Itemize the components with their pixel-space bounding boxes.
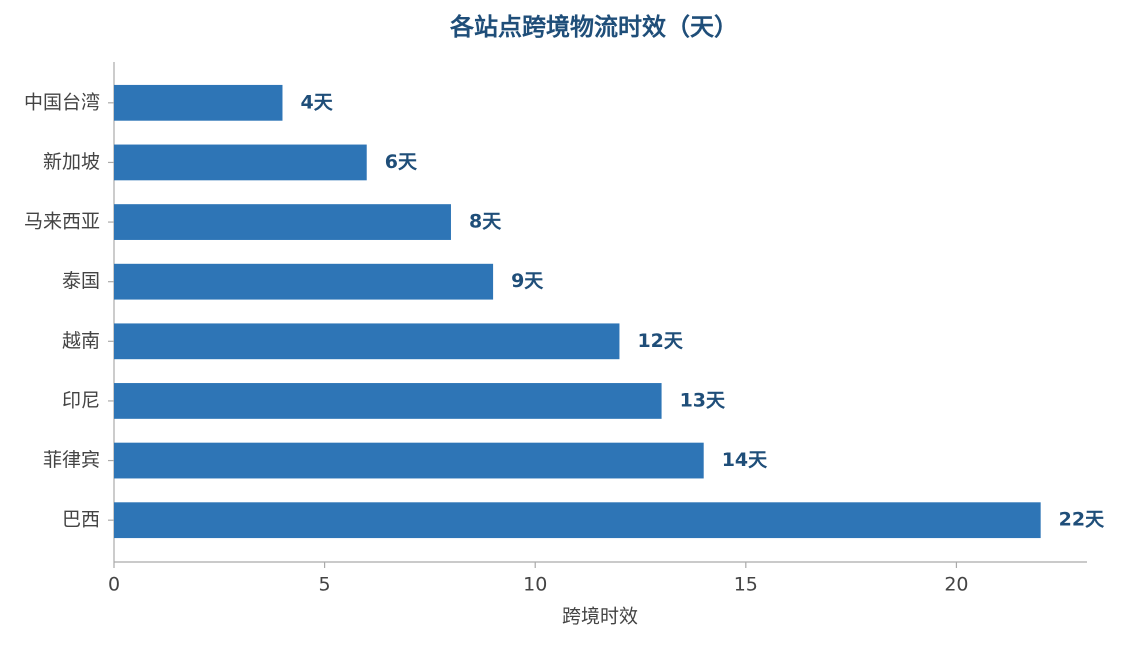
value-label: 9天 — [511, 270, 544, 292]
value-label: 13天 — [680, 389, 726, 411]
value-label: 12天 — [637, 330, 683, 352]
y-tick-label: 中国台湾 — [24, 91, 100, 113]
value-label: 8天 — [469, 211, 502, 233]
y-tick-label: 新加坡 — [43, 151, 100, 173]
bar — [114, 204, 451, 240]
chart-title: 各站点跨境物流时效（天） — [449, 13, 738, 41]
x-tick-label: 0 — [108, 574, 120, 596]
x-tick-label: 10 — [523, 574, 547, 596]
x-tick-label: 15 — [734, 574, 758, 596]
y-tick-label: 泰国 — [62, 270, 100, 292]
y-tick-label: 越南 — [62, 330, 100, 352]
bar — [114, 383, 662, 419]
bar — [114, 502, 1041, 539]
x-tick-label: 5 — [319, 574, 331, 596]
bar — [114, 263, 494, 300]
bar — [114, 144, 367, 181]
y-tick-label: 马来西亚 — [24, 211, 100, 233]
y-tick-label: 巴西 — [62, 509, 100, 531]
bar — [114, 442, 704, 479]
bar — [114, 323, 620, 360]
x-tick-label: 20 — [944, 574, 968, 596]
y-tick-label: 菲律宾 — [43, 449, 100, 471]
bar — [114, 84, 283, 121]
x-axis-label: 跨境时效 — [562, 606, 638, 628]
value-label: 22天 — [1059, 509, 1105, 531]
value-label: 6天 — [385, 151, 418, 173]
value-label: 14天 — [722, 449, 768, 471]
value-label: 4天 — [300, 91, 333, 113]
y-tick-label: 印尼 — [62, 389, 100, 411]
